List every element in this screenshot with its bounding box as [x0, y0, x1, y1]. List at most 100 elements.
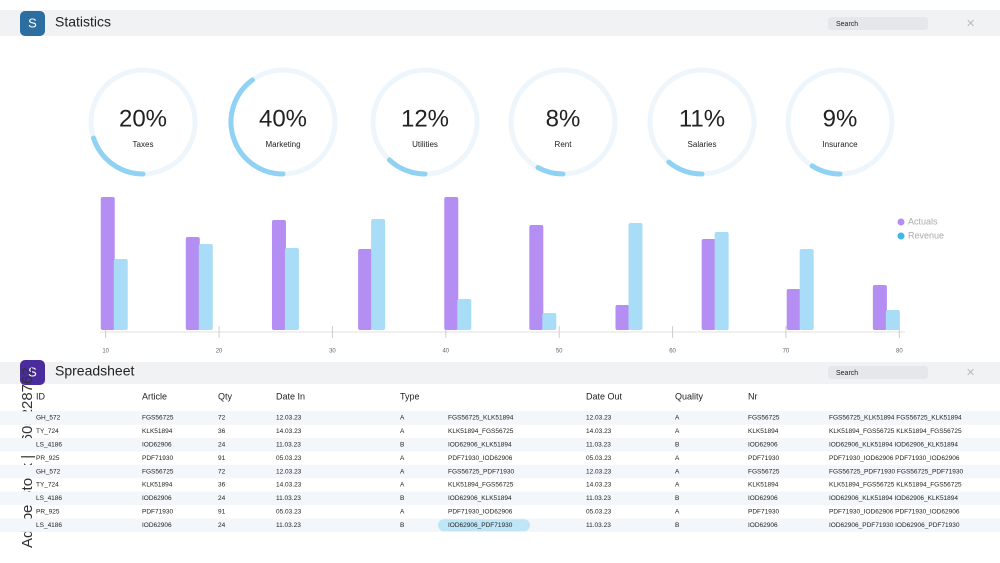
cell: KLK51894_FGS56725	[448, 428, 514, 435]
cell: KLK51894_FGS56725 KLK51894_FGS56725	[829, 482, 962, 489]
bar	[457, 299, 472, 330]
cell: 12.03.23	[586, 415, 612, 422]
column-header: Quality	[675, 391, 704, 401]
cell: 12.03.23	[586, 468, 612, 475]
bar	[198, 244, 213, 330]
row-background	[0, 411, 1000, 425]
cell: IOD62906_KLK51894	[448, 442, 512, 449]
column-header: Type	[400, 391, 420, 401]
column-header: Qty	[218, 391, 233, 401]
cell: B	[400, 522, 404, 529]
gauge-arc	[386, 157, 428, 177]
x-tick-label: 50	[556, 349, 563, 355]
cell: B	[675, 442, 679, 449]
cell: FGS56725	[748, 415, 780, 422]
bar	[100, 197, 115, 330]
bar	[371, 219, 386, 330]
gauge-name: Utilities	[412, 140, 438, 149]
cell: PDF71930	[142, 509, 173, 516]
gauge-arc	[535, 165, 566, 177]
gauge-value: 12%	[401, 105, 449, 132]
row-background	[0, 464, 1000, 479]
cell: 14.03.23	[586, 482, 612, 489]
bar	[872, 285, 887, 330]
search-box[interactable]	[828, 17, 928, 30]
cell: LS_4186	[36, 522, 62, 529]
page-title: Statistics	[55, 14, 111, 30]
cell: IOD62906	[748, 442, 778, 449]
cell: IOD62906_KLK51894	[448, 495, 512, 502]
column-header: ID	[36, 391, 46, 401]
cell: A	[675, 455, 680, 462]
column-header: Nr	[748, 391, 758, 401]
cell: PR_925	[36, 509, 60, 516]
cell: A	[400, 455, 405, 462]
row-background	[0, 438, 1000, 452]
sheet-search-placeholder: Search	[836, 370, 858, 377]
bar	[542, 313, 557, 330]
cell: 05.03.23	[276, 455, 302, 462]
gauge-arc	[228, 77, 286, 177]
cell: 12.03.23	[276, 415, 302, 422]
bar	[284, 248, 299, 330]
x-tick-label: 70	[783, 349, 790, 355]
bar	[444, 197, 459, 330]
cell: 91	[218, 509, 226, 516]
gauge-value: 9%	[823, 105, 858, 132]
cell: 11.03.23	[276, 495, 301, 502]
gauge-arc	[809, 163, 843, 177]
cell: IOD62906_PDF71930	[448, 522, 513, 529]
cell: KLK51894_FGS56725	[448, 482, 514, 489]
bar	[185, 237, 200, 330]
cell: FGS56725_PDF71930 FGS56725_PDF71930	[829, 468, 963, 475]
bar	[799, 249, 814, 330]
cell: 24	[218, 442, 226, 449]
sheet-close-button[interactable]: ✕	[966, 367, 975, 379]
gauge-value: 20%	[119, 105, 167, 132]
cell: GH_572	[36, 415, 61, 422]
gauge-value: 40%	[259, 105, 307, 132]
cell: 91	[218, 455, 226, 462]
column-header: Date Out	[586, 391, 623, 401]
cell: PDF71930_IOD62906 PDF71930_IOD62906	[829, 455, 960, 462]
gauge-name: Taxes	[133, 140, 154, 149]
close-button[interactable]: ✕	[966, 18, 975, 30]
bar	[714, 232, 729, 330]
search-placeholder: Search	[836, 21, 858, 28]
x-tick-label: 30	[329, 349, 336, 355]
column-header: Article	[142, 391, 167, 401]
cell: A	[400, 482, 405, 489]
cell: KLK51894	[748, 482, 779, 489]
cell: PDF71930	[748, 455, 779, 462]
cell: IOD62906_KLK51894 IOD62906_KLK51894	[829, 442, 958, 449]
cell: 05.03.23	[586, 509, 612, 516]
legend-swatch	[897, 232, 905, 240]
cell: LS_4186	[36, 495, 62, 502]
cell: TY_724	[36, 428, 59, 435]
cell: A	[400, 415, 405, 422]
bar	[529, 225, 544, 330]
cell: A	[675, 482, 680, 489]
cell: 05.03.23	[276, 509, 302, 516]
cell: GH_572	[36, 468, 61, 475]
x-tick-label: 10	[102, 349, 109, 355]
cell: 11.03.23	[276, 442, 301, 449]
selected-cell	[438, 519, 530, 532]
cell: PDF71930	[142, 455, 173, 462]
cell: A	[675, 428, 680, 435]
cell: 12.03.23	[276, 468, 302, 475]
cell: PDF71930	[748, 509, 779, 516]
cell: 14.03.23	[586, 428, 612, 435]
cell: FGS56725_KLK51894	[448, 415, 514, 422]
bar	[358, 249, 373, 330]
cell: FGS56725_PDF71930	[448, 468, 515, 475]
cell: KLK51894	[142, 482, 173, 489]
cell: A	[400, 428, 405, 435]
cell: TY_724	[36, 482, 59, 489]
cell: A	[400, 468, 405, 475]
cell: B	[675, 522, 679, 529]
sheet-search-box[interactable]	[828, 366, 928, 379]
cell: 14.03.23	[276, 428, 302, 435]
cell: 72	[218, 415, 226, 422]
